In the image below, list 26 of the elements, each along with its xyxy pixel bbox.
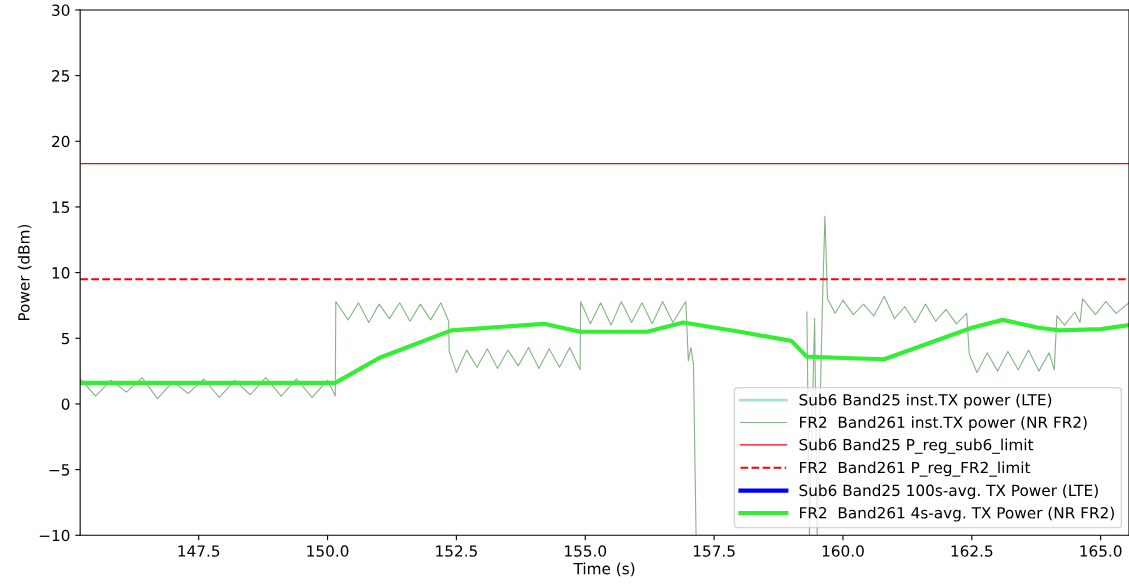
legend-label: Sub6 Band25 P_reg_sub6_limit — [799, 438, 1034, 454]
x-tick-label: 155.0 — [565, 545, 607, 557]
y-tick-label: 15 — [52, 201, 70, 213]
x-tick-label: 147.5 — [178, 545, 220, 557]
y-tick-label: 30 — [52, 4, 70, 16]
x-tick-label: 165.0 — [1080, 545, 1122, 557]
y-tick-label: 5 — [61, 332, 70, 345]
x-tick-label: 152.5 — [436, 545, 477, 557]
x-tick-label: 157.5 — [693, 545, 735, 557]
line-series — [80, 317, 1129, 386]
x-tick-label: 150.0 — [307, 545, 349, 557]
legend-label: FR2 Band261 4s-avg. TX Power (NR FR2) — [800, 506, 1114, 522]
legend-label: Sub6 Band25 100s-avg. TX Power (LTE) — [799, 484, 1098, 500]
legend-label: Sub6 Band25 inst.TX power (LTE) — [799, 393, 1052, 409]
y-tick-label: −5 — [49, 464, 70, 476]
legend-label: FR2 Band261 inst.TX power (NR FR2) — [800, 416, 1087, 431]
y-tick-label: 25 — [52, 70, 70, 82]
y-tick-label: 0 — [61, 398, 70, 410]
y-axis-title: Power (dBm) — [17, 224, 32, 321]
x-axis-title: Time (s) — [573, 562, 635, 577]
legend-label: FR2 Band261 P_reg_FR2_limit — [800, 461, 1031, 477]
y-tick-label: 10 — [52, 267, 70, 279]
y-tick-label: −10 — [39, 529, 70, 542]
x-tick-label: 160.0 — [822, 545, 864, 557]
x-tick-label: 162.5 — [951, 545, 993, 557]
y-tick-label: 20 — [52, 135, 70, 148]
